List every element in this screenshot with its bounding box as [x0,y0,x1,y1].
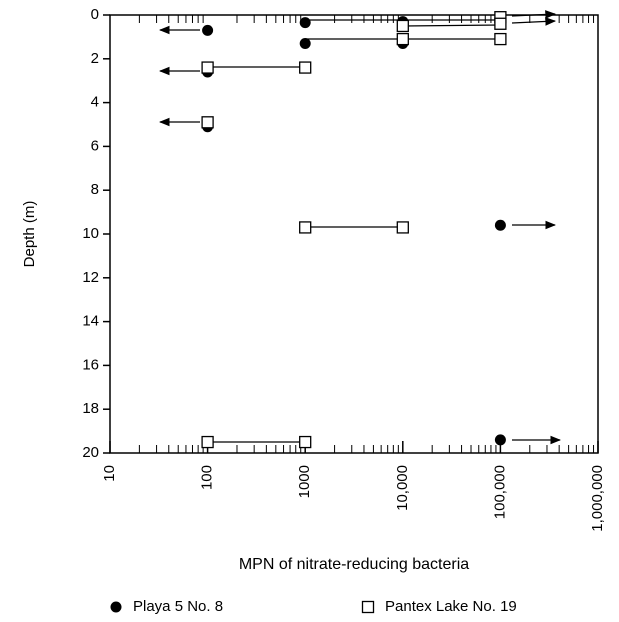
y-tick-label: 4 [91,94,99,111]
y-tick-label: 8 [91,181,99,198]
point [494,434,506,446]
point [396,32,409,46]
y-tick-label: 14 [82,313,99,330]
x-tick-label: 1000 [296,465,313,498]
point [299,17,311,29]
point [202,24,214,36]
point [201,435,214,449]
y-tick-label: 12 [82,269,99,286]
point [494,219,506,231]
x-tick-label: 1,000,000 [589,465,606,532]
point [396,19,409,33]
point [299,435,312,449]
legend-label: Playa 5 No. 8 [133,598,223,615]
legend-marker [361,600,375,614]
y-tick-label: 6 [91,137,99,154]
point [299,37,311,49]
y-axis-label: Depth (m) [21,201,38,268]
point [494,32,507,46]
y-tick-label: 16 [82,356,99,373]
x-tick-label: 10 [101,465,118,482]
x-tick-label: 100 [199,465,216,490]
point [201,116,214,129]
y-tick-label: 2 [91,50,99,67]
y-tick-label: 20 [82,444,99,461]
plot-frame [109,14,599,454]
legend-marker [110,601,122,613]
point [396,221,409,234]
y-tick-label: 18 [82,400,99,417]
point [299,61,312,74]
point [299,221,312,234]
x-tick-label: 100,000 [491,465,508,519]
point [494,17,507,30]
x-axis-label: MPN of nitrate-reducing bacteria [239,556,469,573]
point [201,61,214,74]
y-tick-label: 10 [82,225,99,242]
y-tick-label: 0 [91,6,99,23]
x-tick-label: 10,000 [394,465,411,511]
legend-label: Pantex Lake No. 19 [385,598,517,615]
